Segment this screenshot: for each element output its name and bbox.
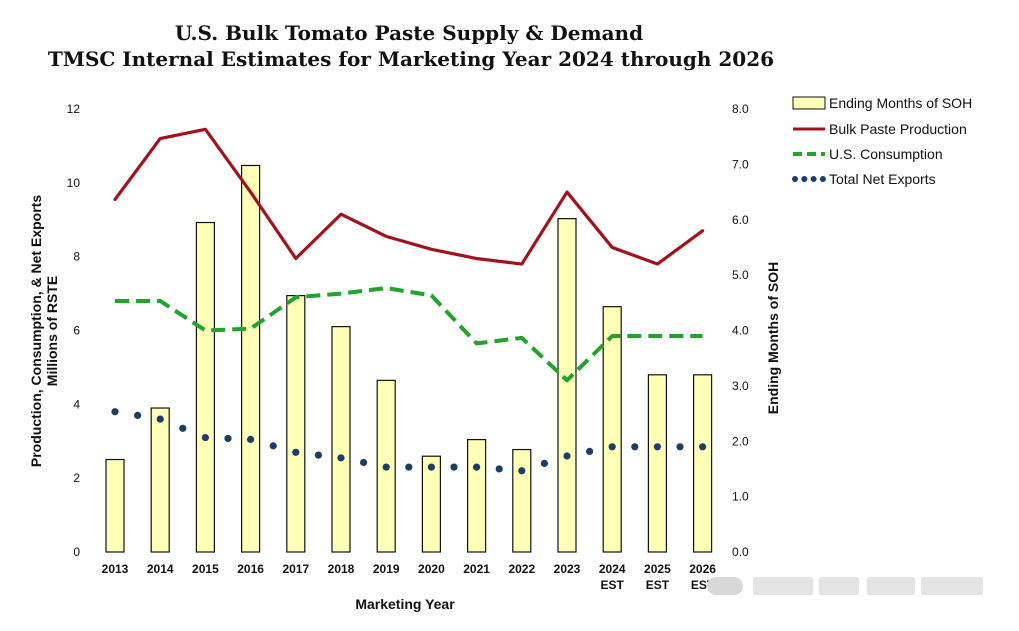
left-tick-label: 2 bbox=[73, 471, 80, 485]
total-net-exports-dot bbox=[631, 443, 639, 451]
total-net-exports-dot bbox=[269, 442, 277, 450]
x-tick-label-2020: 2020 bbox=[418, 562, 445, 576]
x-axis-label: Marketing Year bbox=[355, 596, 455, 612]
total-net-exports-dot bbox=[360, 458, 368, 467]
x-tick-label-2014: 2014 bbox=[147, 562, 174, 576]
chart-title-line1: U.S. Bulk Tomato Paste Supply & Demand bbox=[175, 21, 643, 45]
soh-bar-2025 bbox=[647, 374, 668, 553]
left-tick-label: 6 bbox=[73, 324, 80, 338]
total-net-exports-dot bbox=[134, 411, 142, 420]
soh-bar-2020 bbox=[421, 455, 441, 553]
total-net-exports-dot bbox=[540, 459, 549, 467]
right-tick-label: 1.0 bbox=[732, 490, 749, 504]
right-tick-label: 4.0 bbox=[732, 324, 749, 338]
legend-swatch-ending-months-of-soh bbox=[792, 96, 826, 110]
left-axis-ticks: 0 2 4 6 8 10 12 bbox=[67, 102, 81, 559]
total-net-exports-point-2026 bbox=[699, 443, 707, 451]
x-tick-label-2015: 2015 bbox=[192, 562, 219, 576]
total-net-exports-point-2013 bbox=[111, 408, 119, 416]
x-tick-label-2017: 2017 bbox=[282, 562, 309, 576]
soh-bar-2026 bbox=[692, 374, 713, 553]
left-tick-label: 4 bbox=[73, 397, 80, 411]
legend-swatch-total-net-exports bbox=[810, 176, 817, 182]
soh-bar-2023 bbox=[557, 218, 577, 553]
soh-bar-2024 bbox=[602, 306, 622, 553]
soh-bar-2021 bbox=[467, 438, 487, 553]
soh-bar-2018 bbox=[331, 326, 351, 553]
x-tick-label-2024: 2024 bbox=[599, 562, 626, 576]
soh-bar-2014 bbox=[150, 407, 170, 553]
total-net-exports-dot bbox=[586, 447, 594, 456]
right-tick-label: 8.0 bbox=[732, 102, 749, 116]
total-net-exports-point-2018 bbox=[337, 454, 345, 462]
legend: Ending Months of SOH Bulk Paste Productio… bbox=[792, 95, 972, 187]
left-tick-label: 8 bbox=[73, 250, 80, 264]
total-net-exports-point-2016 bbox=[247, 435, 255, 444]
legend-label-bulk-paste-production: Bulk Paste Production bbox=[829, 121, 967, 137]
total-net-exports-dot bbox=[676, 443, 684, 451]
total-net-exports-dot bbox=[314, 451, 322, 459]
chart-title-line2: TMSC Internal Estimates for Marketing Ye… bbox=[48, 47, 774, 71]
x-tick-label-2025: 2025 bbox=[644, 562, 671, 576]
x-tick-label-2021: 2021 bbox=[463, 562, 490, 576]
bulk-paste-production-line bbox=[113, 127, 705, 266]
total-net-exports-point-2024 bbox=[608, 443, 616, 451]
legend-swatch-total-net-exports bbox=[801, 176, 808, 182]
left-tick-label: 10 bbox=[67, 176, 81, 190]
x-tick-label-2019: 2019 bbox=[373, 562, 400, 576]
total-net-exports-point-2017 bbox=[292, 448, 300, 456]
total-net-exports-point-2020 bbox=[427, 463, 435, 471]
legend-swatch-total-net-exports bbox=[819, 176, 826, 182]
right-axis-ticks: 0.0 1.0 2.0 3.0 4.0 5.0 6.0 7.0 8.0 bbox=[732, 102, 749, 559]
left-tick-label: 0 bbox=[73, 545, 80, 559]
total-net-exports-dot bbox=[224, 434, 232, 443]
x-tick-label-2023: 2023 bbox=[554, 562, 581, 576]
right-tick-label: 6.0 bbox=[732, 213, 749, 227]
left-axis-label-line1: Production, Consumption, & Net Exports bbox=[28, 195, 44, 467]
total-net-exports-point-2022 bbox=[518, 467, 526, 475]
legend-label-u-s-consumption: U.S. Consumption bbox=[829, 146, 943, 162]
soh-bar-2017 bbox=[286, 295, 306, 553]
x-tick-label-2016: 2016 bbox=[237, 562, 264, 576]
soh-bar-2016 bbox=[241, 164, 261, 553]
legend-label-ending-months-of-soh: Ending Months of SOH bbox=[829, 95, 972, 111]
x-tick-label-2026: 2026 bbox=[689, 562, 716, 576]
soh-bar-2022 bbox=[512, 448, 532, 553]
series-lines bbox=[111, 127, 707, 475]
total-net-exports-point-2019 bbox=[382, 463, 390, 471]
total-net-exports-dot bbox=[450, 463, 458, 471]
total-net-exports-dot bbox=[495, 465, 503, 473]
x-axis-ticks: 2013 2014 2015 2016 2017 2018 2019 2020 2021 2022… bbox=[102, 562, 717, 592]
soh-bars bbox=[105, 164, 713, 553]
total-net-exports-dot bbox=[179, 424, 187, 432]
total-net-exports-point-2023 bbox=[563, 452, 571, 460]
right-tick-label: 7.0 bbox=[732, 157, 749, 171]
x-tick-label-2022: 2022 bbox=[508, 562, 535, 576]
right-tick-label: 0.0 bbox=[732, 545, 749, 559]
total-net-exports-point-2015 bbox=[201, 433, 209, 442]
left-tick-label: 12 bbox=[67, 102, 81, 116]
soh-bar-2015 bbox=[195, 221, 215, 553]
u-s-consumption-line bbox=[115, 286, 703, 383]
right-axis-label: Ending Months of SOH bbox=[765, 262, 781, 414]
watermark bbox=[707, 571, 987, 601]
x-tick-label-2018: 2018 bbox=[328, 562, 355, 576]
left-axis-label-line2: Millions of RSTE bbox=[44, 276, 60, 386]
total-net-exports-point-2014 bbox=[156, 415, 164, 423]
x-tick-sublabel-2024: EST bbox=[601, 578, 625, 592]
x-tick-label-2013: 2013 bbox=[102, 562, 129, 576]
right-tick-label: 5.0 bbox=[732, 268, 749, 282]
total-net-exports-dot bbox=[405, 463, 413, 471]
x-tick-sublabel-2025: EST bbox=[646, 578, 670, 592]
total-net-exports-point-2025 bbox=[653, 443, 662, 451]
legend-swatch-total-net-exports bbox=[792, 176, 798, 182]
legend-label-total-net-exports: Total Net Exports bbox=[829, 171, 936, 187]
soh-bar-2013 bbox=[105, 458, 125, 553]
right-tick-label: 2.0 bbox=[732, 434, 749, 448]
total-net-exports-point-2021 bbox=[473, 463, 481, 471]
right-tick-label: 3.0 bbox=[732, 379, 749, 393]
